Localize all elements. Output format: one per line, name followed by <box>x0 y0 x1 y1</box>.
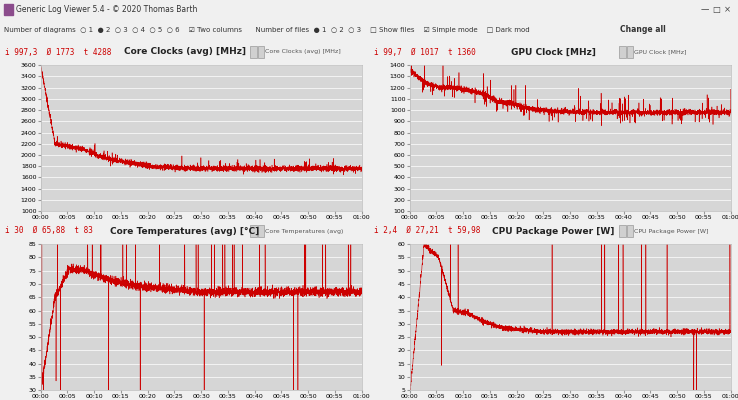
Text: CPU Package Power [W]: CPU Package Power [W] <box>634 228 708 234</box>
Text: CPU Package Power [W]: CPU Package Power [W] <box>492 226 615 236</box>
Text: ×: × <box>723 5 731 14</box>
Text: i 2,4  Ø 27,21  t 59,98: i 2,4 Ø 27,21 t 59,98 <box>374 226 480 236</box>
Bar <box>619 46 626 58</box>
Text: GPU Clock [MHz]: GPU Clock [MHz] <box>634 50 686 54</box>
Text: Core Temperatures (avg): Core Temperatures (avg) <box>265 228 343 234</box>
Bar <box>619 224 626 238</box>
Bar <box>258 46 264 58</box>
Text: Core Clocks (avg) [MHz]: Core Clocks (avg) [MHz] <box>123 48 246 56</box>
Text: □: □ <box>712 5 720 14</box>
Text: Generic Log Viewer 5.4 - © 2020 Thomas Barth: Generic Log Viewer 5.4 - © 2020 Thomas B… <box>16 5 198 14</box>
Text: i 30  Ø 65,88  t 83: i 30 Ø 65,88 t 83 <box>5 226 93 236</box>
Text: Change all: Change all <box>620 25 666 34</box>
Text: i 99,7  Ø 1017  t 1360: i 99,7 Ø 1017 t 1360 <box>374 48 476 56</box>
Text: i 997,3  Ø 1773  t 4288: i 997,3 Ø 1773 t 4288 <box>5 48 111 56</box>
Bar <box>4 4 13 15</box>
Text: Core Clocks (avg) [MHz]: Core Clocks (avg) [MHz] <box>265 50 341 54</box>
Bar <box>627 46 633 58</box>
Bar <box>258 224 264 238</box>
Bar <box>250 46 257 58</box>
Text: Number of diagrams  ○ 1  ● 2  ○ 3  ○ 4  ○ 5  ○ 6    ☑ Two columns      Number of: Number of diagrams ○ 1 ● 2 ○ 3 ○ 4 ○ 5 ○… <box>4 27 529 33</box>
Text: —: — <box>700 5 709 14</box>
Bar <box>250 224 257 238</box>
Text: Core Temperatures (avg) [°C]: Core Temperatures (avg) [°C] <box>110 226 259 236</box>
Text: GPU Clock [MHz]: GPU Clock [MHz] <box>511 48 596 56</box>
Bar <box>627 224 633 238</box>
